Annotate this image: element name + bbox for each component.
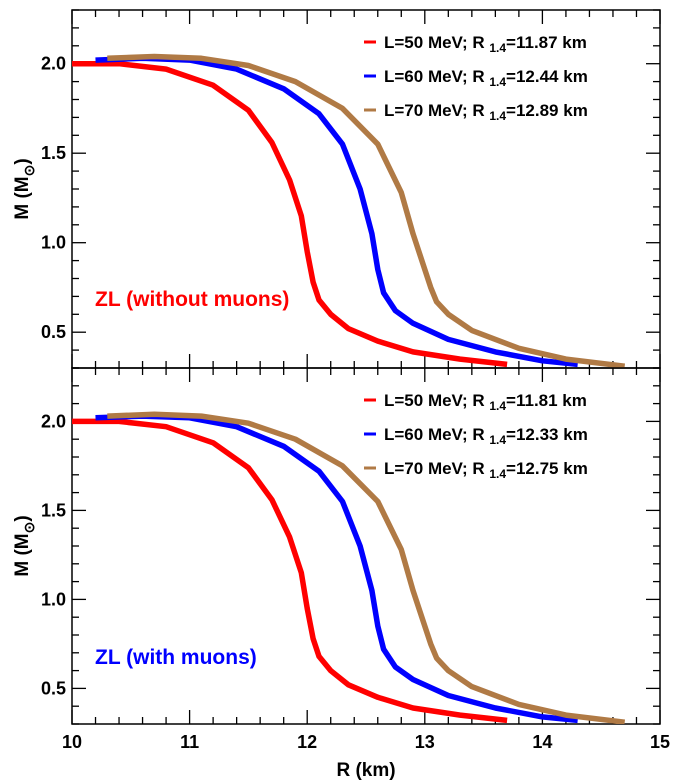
legend-entry: L=60 MeV; R 1.4=12.33 km — [384, 425, 588, 447]
x-tick-label: 15 — [650, 732, 670, 752]
curves — [72, 53, 626, 368]
y-axis-title: M (M⊙) — [12, 158, 37, 219]
panel-annotation: ZL (without muons) — [95, 288, 289, 311]
x-tick-label: 13 — [415, 732, 435, 752]
y-tick-label: 1.5 — [41, 500, 66, 520]
y-tick-label: 1.5 — [41, 143, 66, 163]
x-tick-label: 11 — [180, 732, 199, 752]
legend-entry: L=50 MeV; R 1.4=11.81 km — [384, 391, 587, 413]
panel-annotation: ZL (with muons) — [95, 646, 257, 669]
y-tick-label: 2.0 — [41, 54, 66, 74]
y-tick-label: 0.5 — [41, 678, 66, 698]
x-tick-label: 14 — [532, 732, 552, 752]
x-tick-label: 10 — [62, 732, 82, 752]
y-tick-label: 2.0 — [41, 411, 66, 431]
legend-entry: L=70 MeV; R 1.4=12.75 km — [384, 459, 588, 481]
panel-top: 2.0 1.5 1.0 0.5 M (M⊙) L=50 MeV; R 1.4=11.87 … — [12, 9, 661, 369]
y-tick-label: 1.0 — [41, 589, 66, 609]
x-tick-label: 12 — [297, 732, 317, 752]
series-line-2 — [95, 413, 578, 724]
x-axis-title: R (km) — [336, 760, 395, 781]
series-line-3 — [107, 411, 626, 724]
plot-frame — [71, 9, 661, 369]
series-line-2 — [95, 55, 578, 368]
legend-entry: L=60 MeV; R 1.4=12.44 km — [384, 67, 588, 89]
series-line-3 — [107, 53, 626, 368]
y-axis-title: M (M⊙) — [12, 515, 37, 576]
series-line-1 — [72, 418, 508, 724]
series-line-1 — [72, 60, 508, 368]
y-tick-label: 0.5 — [41, 322, 66, 342]
legend-entry: L=70 MeV; R 1.4=12.89 km — [384, 101, 588, 123]
panel-bottom: 2.0 1.5 1.0 0.5 10 11 12 13 14 15 R (km) M (M⊙) L=50… — [12, 367, 670, 781]
curves — [72, 411, 626, 724]
y-tick-label: 1.0 — [41, 233, 66, 253]
plot-frame — [71, 367, 661, 725]
legend-entry: L=50 MeV; R 1.4=11.87 km — [384, 33, 587, 55]
